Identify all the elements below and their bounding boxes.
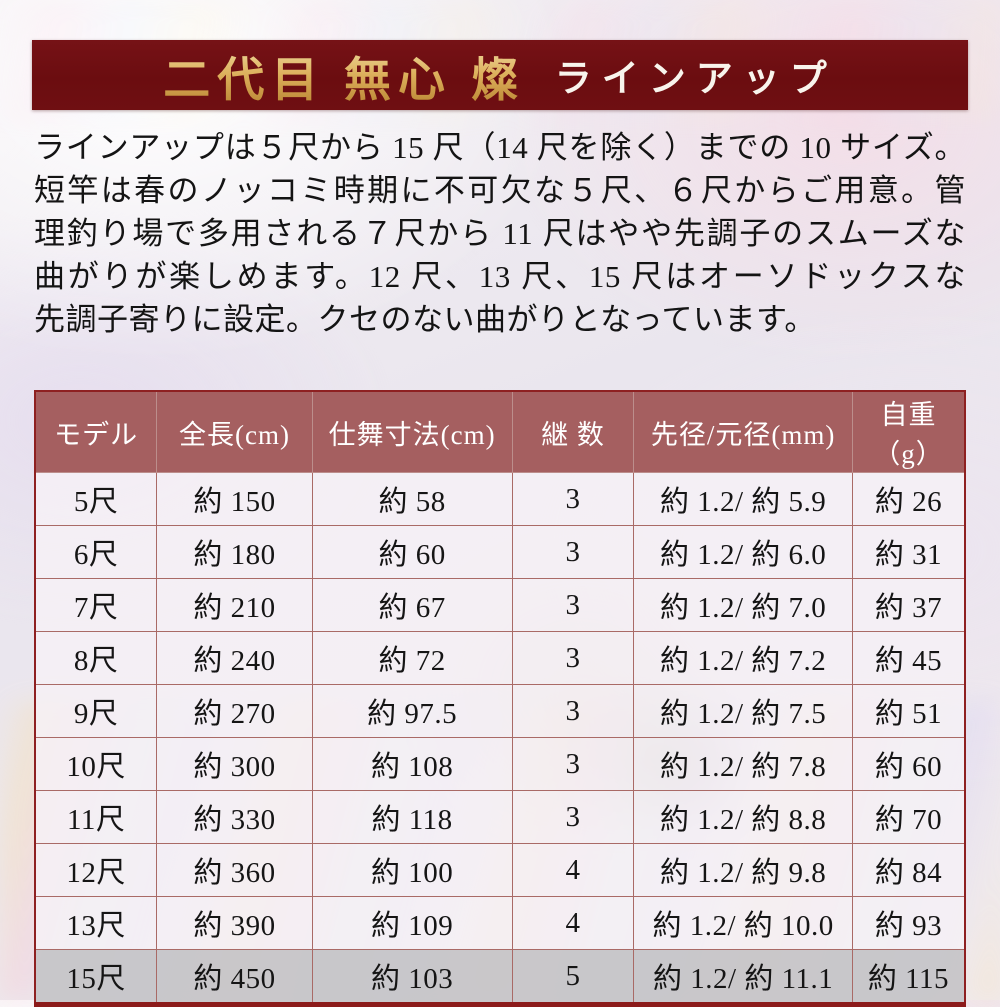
table-cell: 15尺: [34, 949, 158, 1005]
table-cell: 13尺: [34, 896, 158, 950]
table-cell: 12尺: [34, 843, 158, 897]
table-cell: 約 97.5: [311, 684, 513, 738]
table-cell: 3: [511, 472, 635, 526]
description-line: 先調子寄りに設定。クセのない曲がりとなっています。: [34, 302, 816, 337]
table-cell: 約 1.2/ 約 8.8: [633, 790, 853, 844]
table-cell: 約 1.2/ 約 7.8: [633, 737, 853, 791]
spec-table: モデル 全長(cm) 仕舞寸法(cm) 継 数先径/元径(mm) 自重（g） 5尺約 1…: [34, 390, 966, 1007]
banner-title-lineup: ラインアップ: [554, 59, 837, 100]
table-cell: 約 93: [851, 896, 966, 950]
column-header: 継 数: [511, 390, 635, 473]
table-cell: 約 1.2/ 約 7.2: [633, 631, 853, 685]
description-line: 理釣り場で多用される７尺から 11 尺はやや先調子のスムーズな: [34, 216, 966, 251]
table-cell: 約 180: [156, 525, 313, 579]
table-cell: 約 390: [156, 896, 313, 950]
description-line: 短竿は春のノッコミ時期に不可欠な５尺、６尺からご用意。管: [34, 173, 966, 208]
table-cell: 約 1.2/ 約 6.0: [633, 525, 853, 579]
table-cell: 8尺: [34, 631, 158, 685]
table-cell: 3: [511, 684, 635, 738]
table-cell: 約 150: [156, 472, 313, 526]
column-header: 仕舞寸法(cm): [311, 390, 513, 473]
table-cell: 約 109: [311, 896, 513, 950]
description: ラインアップは５尺から 15 尺（14 尺を除く）までの 10 サイズ。 短竿は春…: [34, 126, 966, 341]
table-cell: 4: [511, 896, 635, 950]
column-header: 全長(cm): [156, 390, 313, 473]
column-header: 先径/元径(mm): [633, 390, 853, 473]
table-cell: 約 45: [851, 631, 966, 685]
table-cell: 約 60: [311, 525, 513, 579]
table-cell: 5: [511, 949, 635, 1005]
table-cell: 約 108: [311, 737, 513, 791]
table-cell: 約 60: [851, 737, 966, 791]
table-cell: 約 1.2/ 約 7.5: [633, 684, 853, 738]
table-cell: 3: [511, 631, 635, 685]
table-row: 12尺約 360 約 100 4 約 1.2/ 約 9.8 約 84: [34, 843, 966, 897]
table-cell: 約 300: [156, 737, 313, 791]
table-cell: 約 1.2/ 約 7.0: [633, 578, 853, 632]
table-cell: 約 210: [156, 578, 313, 632]
table-cell: 約 360: [156, 843, 313, 897]
table-cell: 約 26: [851, 472, 966, 526]
table-header-row: モデル 全長(cm) 仕舞寸法(cm) 継 数先径/元径(mm) 自重（g）: [34, 390, 966, 473]
table-cell: 約 330: [156, 790, 313, 844]
table-cell: 約 51: [851, 684, 966, 738]
table-cell: 約 450: [156, 949, 313, 1005]
column-header: 自重（g）: [851, 390, 966, 473]
banner-title-gold: 二代目 無心 燦: [163, 41, 525, 110]
table-row: 13尺約 390 約 109 4 約 1.2/ 約 10.0 約 93: [34, 896, 966, 950]
table-cell: 10尺: [34, 737, 158, 791]
table-row: 11尺約 330 約 118 3 約 1.2/ 約 8.8 約 70: [34, 790, 966, 844]
table-cell: 約 1.2/ 約 9.8: [633, 843, 853, 897]
description-line: 曲がりが楽しめます。12 尺、13 尺、15 尺はオーソドックスな: [34, 259, 966, 294]
title-banner: 二代目 無心 燦 ラインアップ: [32, 40, 968, 110]
table-cell: 9尺: [34, 684, 158, 738]
table-cell: 3: [511, 578, 635, 632]
table-cell: 5尺: [34, 472, 158, 526]
table-cell: 約 118: [311, 790, 513, 844]
column-header: モデル: [34, 390, 158, 473]
table-cell: 3: [511, 525, 635, 579]
table-cell: 約 100: [311, 843, 513, 897]
table-cell: 約 115: [851, 949, 966, 1005]
table-cell: 4: [511, 843, 635, 897]
table-cell: 約 72: [311, 631, 513, 685]
table-cell: 約 37: [851, 578, 966, 632]
table-cell: 約 1.2/ 約 5.9: [633, 472, 853, 526]
table-cell: 3: [511, 790, 635, 844]
table-row: 5尺約 150 約 58 3 約 1.2/ 約 5.9 約 26: [34, 472, 966, 526]
table-cell: 約 240: [156, 631, 313, 685]
table-body: 5尺約 150 約 58 3 約 1.2/ 約 5.9 約 26 6尺約 180 約 60 3…: [34, 472, 966, 1005]
table-cell: 約 103: [311, 949, 513, 1005]
table-cell: 約 1.2/ 約 11.1: [633, 949, 853, 1005]
table-row: 6尺約 180 約 60 3 約 1.2/ 約 6.0 約 31: [34, 525, 966, 579]
description-line: ラインアップは５尺から 15 尺（14 尺を除く）までの 10 サイズ。: [34, 130, 966, 165]
table-cell: 約 58: [311, 472, 513, 526]
table-row: 9尺約 270 約 97.5 3 約 1.2/ 約 7.5 約 51: [34, 684, 966, 738]
table-cell: 約 70: [851, 790, 966, 844]
table-row: 7尺約 210 約 67 3 約 1.2/ 約 7.0 約 37: [34, 578, 966, 632]
table-cell: 約 84: [851, 843, 966, 897]
table-cell: 11尺: [34, 790, 158, 844]
table-cell: 約 1.2/ 約 10.0: [633, 896, 853, 950]
table-cell: 3: [511, 737, 635, 791]
table-cell: 7尺: [34, 578, 158, 632]
table-cell: 約 31: [851, 525, 966, 579]
table-row: 15尺約 450 約 103 5 約 1.2/ 約 11.1 約 115: [34, 949, 966, 1005]
table-row: 8尺約 240 約 72 3 約 1.2/ 約 7.2 約 45: [34, 631, 966, 685]
table-cell: 6尺: [34, 525, 158, 579]
table-cell: 約 67: [311, 578, 513, 632]
table-row: 10尺約 300 約 108 3 約 1.2/ 約 7.8 約 60: [34, 737, 966, 791]
table-cell: 約 270: [156, 684, 313, 738]
